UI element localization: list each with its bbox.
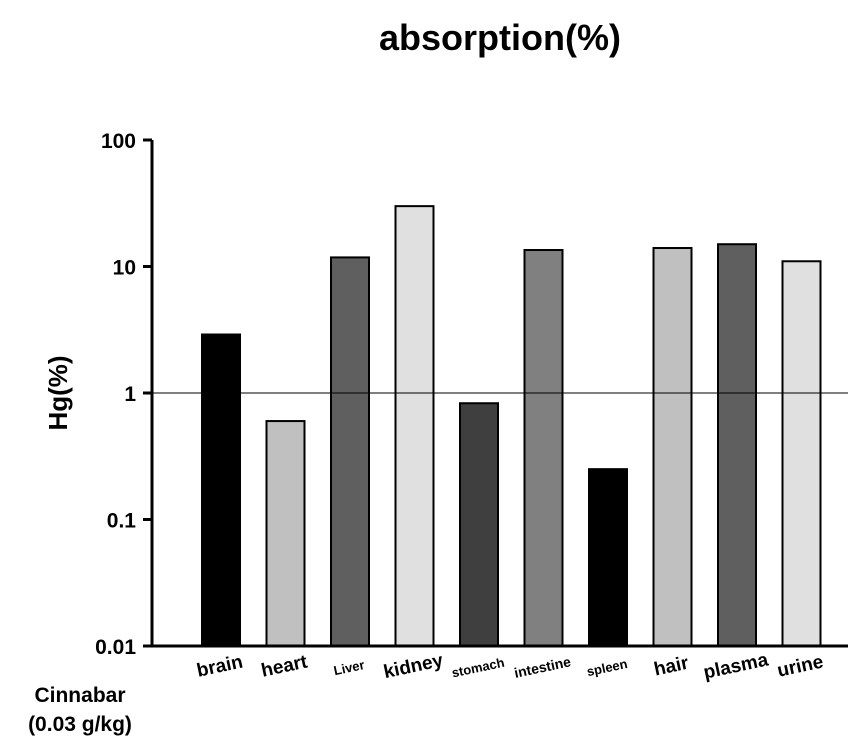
category-label-urine: urine bbox=[775, 652, 825, 682]
category-label-hair: hair bbox=[652, 653, 691, 681]
y-tick-label: 1 bbox=[124, 383, 136, 406]
bar-urine bbox=[781, 260, 822, 647]
bar-heart bbox=[265, 420, 306, 647]
category-labels: brain heart Liver kidney stomach intestine spl… bbox=[195, 649, 825, 683]
y-axis-ticks: 0.01 0.1 1 10 100 bbox=[95, 130, 152, 659]
y-tick-label: 10 bbox=[113, 257, 136, 280]
y-tick-label: 0.01 bbox=[95, 636, 136, 659]
category-label-heart: heart bbox=[259, 651, 309, 681]
chart-title: absorption(%) bbox=[379, 17, 621, 58]
bar-hair bbox=[652, 247, 693, 647]
y-tick-label: 100 bbox=[101, 130, 136, 153]
category-label-brain: brain bbox=[195, 652, 245, 682]
bars-group bbox=[201, 205, 822, 648]
bar-brain bbox=[201, 333, 241, 647]
category-label-liver: Liver bbox=[332, 657, 366, 678]
y-axis-label: Hg(%) bbox=[43, 355, 73, 430]
category-label-spleen: spleen bbox=[585, 656, 628, 679]
category-label-stomach: stomach bbox=[450, 655, 505, 681]
bar-kidney bbox=[394, 205, 435, 647]
bar-intestine bbox=[523, 249, 564, 647]
bar-stomach bbox=[459, 402, 499, 648]
x-axis-label-line1: Cinnabar bbox=[34, 684, 125, 707]
bar-liver bbox=[330, 256, 370, 647]
bar-plasma bbox=[717, 243, 757, 647]
x-axis-label-line2: (0.03 g/kg) bbox=[28, 713, 132, 736]
bar-spleen bbox=[588, 468, 628, 647]
category-label-plasma: plasma bbox=[702, 649, 771, 683]
category-label-kidney: kidney bbox=[382, 650, 446, 683]
category-label-intestine: intestine bbox=[513, 653, 573, 681]
y-tick-label: 0.1 bbox=[107, 510, 137, 533]
